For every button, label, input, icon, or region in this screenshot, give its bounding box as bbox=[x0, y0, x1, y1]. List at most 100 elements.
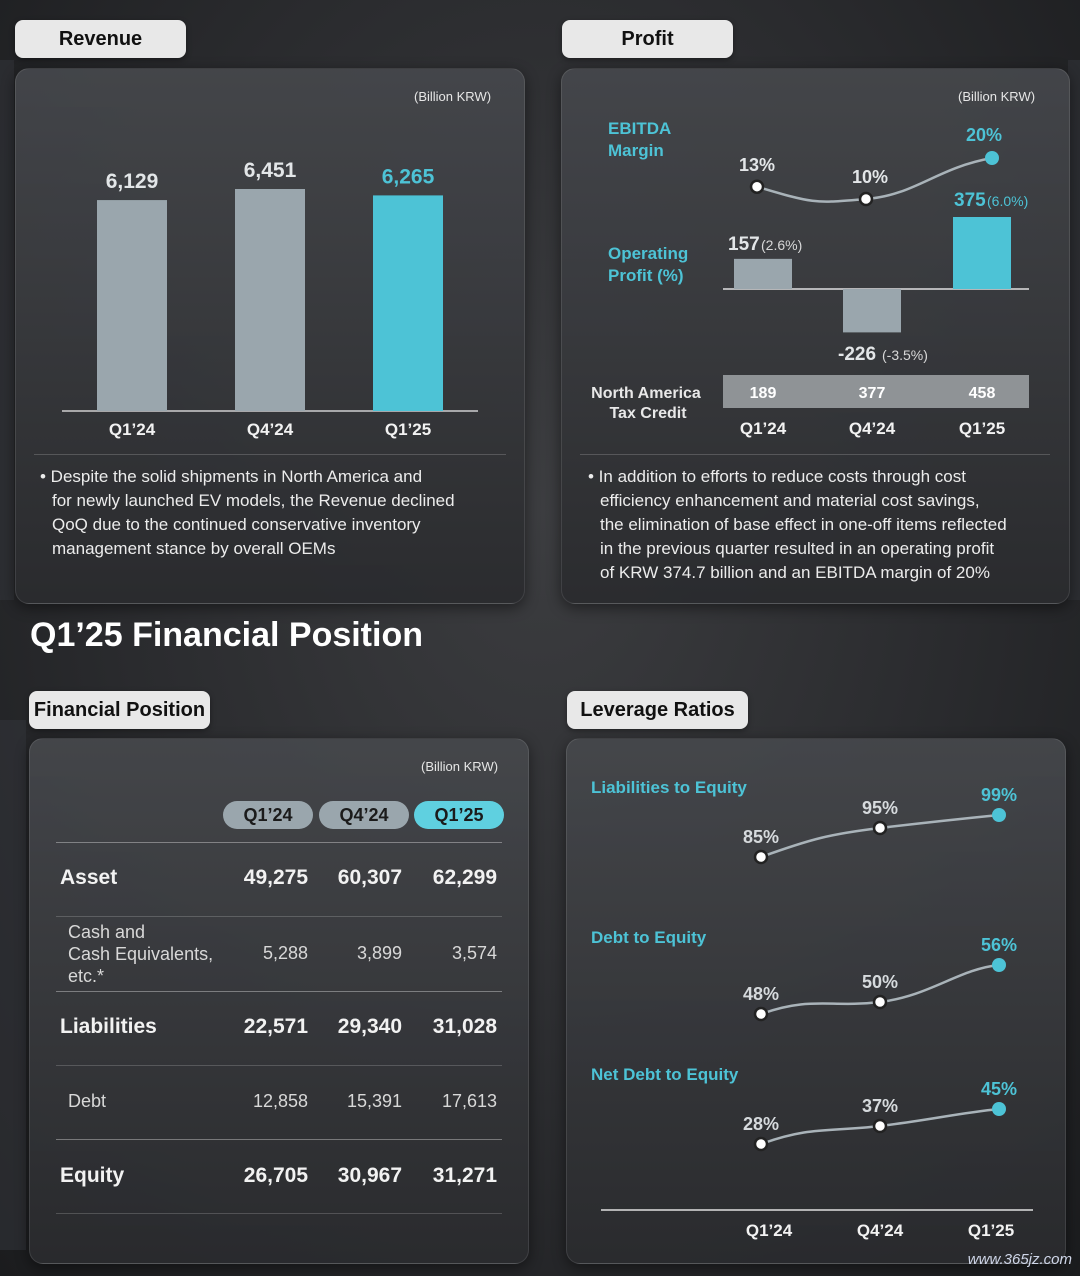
row-label-line: Cash Equivalents, bbox=[68, 944, 214, 964]
revenue-bar bbox=[97, 200, 167, 411]
cell-value: 17,613 bbox=[441, 1091, 497, 1111]
revenue-bar bbox=[373, 195, 443, 411]
revenue-unit: (Billion KRW) bbox=[414, 89, 492, 104]
leverage-value-label: 48% bbox=[743, 984, 779, 1004]
tax-credit-bar bbox=[723, 375, 1029, 408]
operating-profit-bar bbox=[843, 289, 901, 333]
profit-tab: Profit bbox=[562, 20, 733, 58]
background-shape bbox=[1068, 60, 1080, 600]
ebitda-label: Margin bbox=[608, 141, 664, 160]
ebitda-point bbox=[985, 151, 999, 165]
profit-bullet-line: the elimination of base effect in one-of… bbox=[600, 515, 1007, 534]
leverage-x-tick: Q1’24 bbox=[746, 1221, 793, 1240]
profit-unit: (Billion KRW) bbox=[958, 89, 1036, 104]
operating-profit-label: Profit (%) bbox=[608, 266, 684, 285]
row-label-line: Cash and bbox=[68, 922, 146, 942]
financial-position-unit: (Billion KRW) bbox=[421, 759, 499, 774]
row-label: Liabilities bbox=[60, 1015, 157, 1038]
row-label-line: etc.* bbox=[68, 966, 105, 986]
cell-value: 31,028 bbox=[432, 1015, 497, 1038]
cell-value: 5,288 bbox=[262, 943, 308, 963]
leverage-series-label: Debt to Equity bbox=[591, 928, 707, 947]
cell-value: 12,858 bbox=[252, 1091, 308, 1111]
cell-value: 15,391 bbox=[346, 1091, 402, 1111]
section-title: Q1’25 Financial Position bbox=[30, 616, 423, 654]
leverage-value-label: 28% bbox=[743, 1114, 779, 1134]
revenue-value-label: 6,129 bbox=[106, 170, 159, 193]
row-label: Debt bbox=[68, 1091, 107, 1111]
cell-value: 49,275 bbox=[243, 866, 308, 889]
cell-value: 30,967 bbox=[337, 1164, 402, 1187]
leverage-value-label: 56% bbox=[981, 935, 1017, 955]
profit-divider bbox=[580, 454, 1050, 455]
leverage-series-label: Net Debt to Equity bbox=[591, 1065, 739, 1084]
revenue-tab: Revenue bbox=[15, 20, 186, 58]
profit-bullet-line: in the previous quarter resulted in an o… bbox=[600, 539, 995, 558]
ebitda-value-label: 13% bbox=[739, 155, 775, 175]
revenue-x-tick: Q4’24 bbox=[247, 420, 294, 439]
leverage-panel: Liabilities to Equity 85% 95% 99% Debt to Eq… bbox=[566, 738, 1066, 1264]
leverage-x-tick: Q4’24 bbox=[857, 1221, 904, 1240]
tax-credit-label: Tax Credit bbox=[609, 405, 687, 422]
financial-position-tab-label: Financial Position bbox=[33, 698, 206, 721]
watermark: www.365jz.com bbox=[967, 1251, 1072, 1268]
leverage-value-label: 99% bbox=[981, 785, 1017, 805]
operating-profit-bar bbox=[953, 217, 1011, 289]
fp-header-q4-24: Q4’24 bbox=[319, 801, 409, 829]
tax-credit-value: 189 bbox=[750, 385, 777, 402]
leverage-point bbox=[753, 1136, 769, 1152]
ebitda-point bbox=[749, 179, 765, 194]
profit-bullet-line: efficiency enhancement and material cost… bbox=[600, 491, 980, 510]
profit-panel: (Billion KRW) EBITDA Margin Operating Profi… bbox=[561, 68, 1070, 604]
leverage-point bbox=[753, 849, 769, 865]
row-label: Cash and Cash Equivalents, etc.* bbox=[68, 921, 213, 987]
revenue-x-tick: Q1’25 bbox=[385, 420, 431, 439]
cell-value: 31,271 bbox=[432, 1164, 497, 1187]
profit-bullet: • In addition to efforts to reduce costs… bbox=[588, 465, 1007, 585]
tax-credit-label: North America bbox=[591, 385, 701, 402]
revenue-bullet-line: management stance by overall OEMs bbox=[52, 539, 336, 558]
leverage-point bbox=[872, 820, 888, 836]
revenue-panel: (Billion KRW) 6,129 Q1’24 6,451 Q4’24 6,265 Q… bbox=[15, 68, 525, 604]
fp-divider bbox=[56, 1065, 502, 1066]
cell-value: 60,307 bbox=[337, 866, 402, 889]
operating-profit-value-label: 157 bbox=[728, 234, 760, 255]
fp-divider bbox=[56, 842, 502, 843]
operating-profit-label: Operating bbox=[608, 244, 688, 263]
revenue-x-tick: Q1’24 bbox=[109, 420, 156, 439]
leverage-x-tick: Q1’25 bbox=[968, 1221, 1014, 1240]
revenue-bullet: • Despite the solid shipments in North A… bbox=[40, 465, 455, 561]
row-label: Equity bbox=[60, 1164, 125, 1187]
fp-header-q1-24: Q1’24 bbox=[223, 801, 313, 829]
ebitda-label: EBITDA bbox=[608, 119, 671, 138]
revenue-divider bbox=[34, 454, 506, 455]
cell-value: 3,574 bbox=[451, 943, 497, 963]
leverage-value-label: 50% bbox=[862, 972, 898, 992]
fp-divider bbox=[56, 916, 502, 917]
profit-chart: EBITDA Margin Operating Profit (%) North Ame… bbox=[591, 119, 1029, 438]
fp-divider bbox=[56, 1213, 502, 1214]
fp-divider bbox=[56, 1139, 502, 1140]
operating-profit-pct-label: (-3.5%) bbox=[882, 347, 928, 363]
cell-value: 29,340 bbox=[337, 1015, 402, 1038]
leverage-point bbox=[872, 1118, 888, 1134]
leverage-point bbox=[872, 994, 888, 1010]
operating-profit-pct-label: (2.6%) bbox=[761, 237, 802, 253]
background-shape bbox=[0, 720, 26, 1250]
leverage-ratios-tab: Leverage Ratios bbox=[567, 691, 748, 729]
tax-credit-value: 458 bbox=[969, 385, 996, 402]
tax-credit-value: 377 bbox=[859, 385, 886, 402]
cell-value: 3,899 bbox=[356, 943, 402, 963]
revenue-value-label: 6,451 bbox=[244, 159, 297, 182]
profit-bullet-line: of KRW 374.7 billion and an EBITDA margi… bbox=[600, 563, 990, 582]
background-shape bbox=[0, 60, 14, 600]
leverage-value-label: 85% bbox=[743, 827, 779, 847]
revenue-bar bbox=[235, 189, 305, 411]
leverage-ratios-tab-label: Leverage Ratios bbox=[580, 698, 735, 721]
revenue-bullet-line: • Despite the solid shipments in North A… bbox=[40, 467, 423, 486]
revenue-bullet-line: for newly launched EV models, the Revenu… bbox=[52, 491, 455, 510]
profit-x-tick: Q1’25 bbox=[959, 419, 1005, 438]
leverage-series-label: Liabilities to Equity bbox=[591, 778, 747, 797]
leverage-point bbox=[753, 1006, 769, 1022]
profit-tab-label: Profit bbox=[621, 27, 674, 50]
